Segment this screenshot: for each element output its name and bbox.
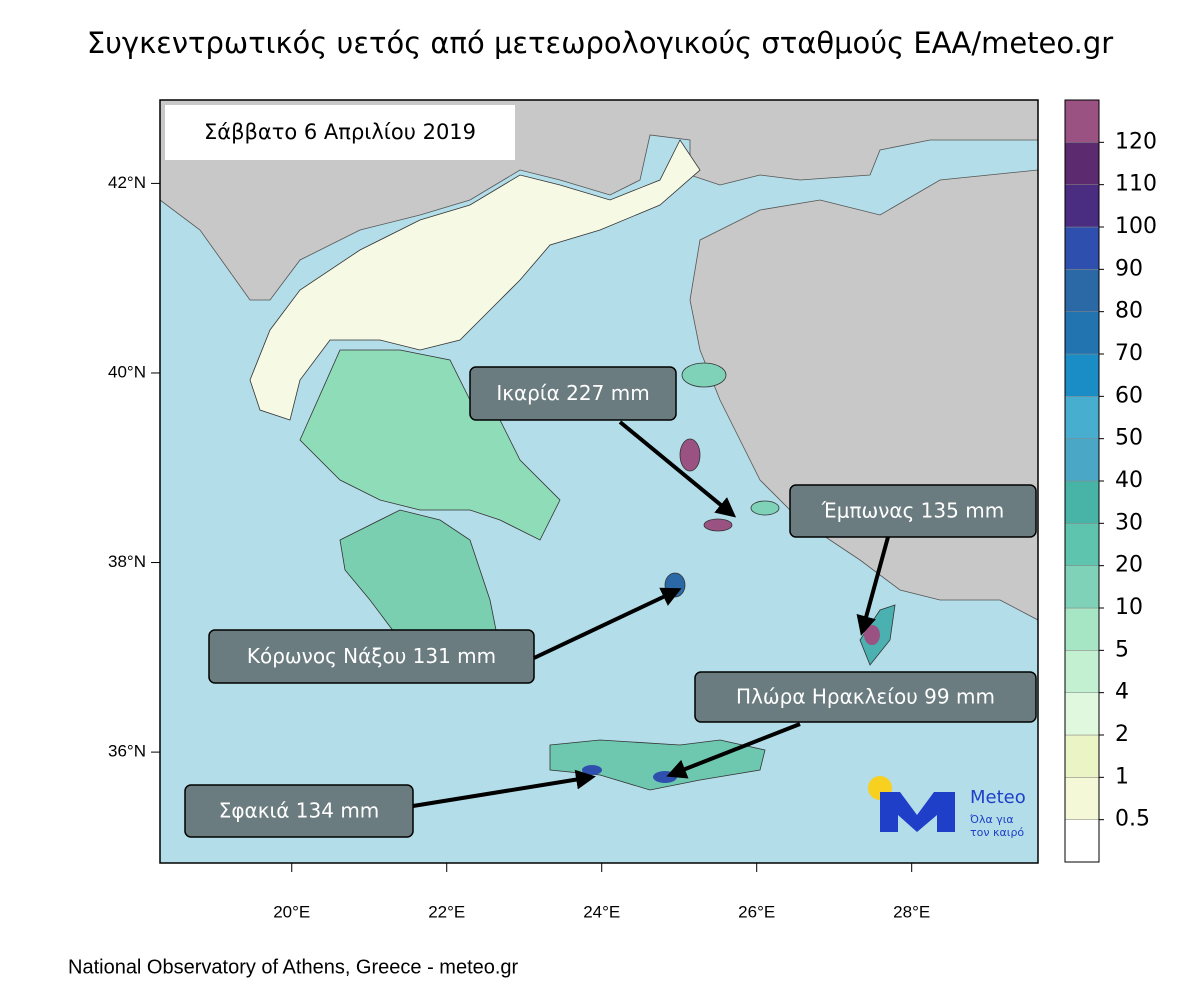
lon-tick-label: 26°E [738,902,775,921]
annotation-label: Πλώρα Ηρακλείου 99 mm [736,685,995,709]
colorbar-segment [1064,311,1100,355]
title: Συγκεντρωτικός υετός από μετεωρολογικούς… [87,26,1113,60]
lat-tick-label: 36°N [108,742,146,761]
rain-max [864,625,880,645]
colorbar-label: 0.5 [1115,807,1150,832]
annotation-arrow [856,536,890,636]
lat-tick-label: 42°N [108,173,146,192]
colorbar-segment [1064,777,1100,820]
colorbar-label: 80 [1115,299,1143,324]
colorbar-segment [1064,734,1100,778]
annotation-arrow [412,769,596,808]
annotation-box [469,366,677,421]
colorbar-segment [1064,353,1100,397]
footer: National Observatory of Athens, Greece -… [68,956,519,978]
colorbar-label: 4 [1115,680,1129,705]
colorbar-segment [1064,396,1100,439]
map: Σάββατο 6 Απριλίου 2019 Meteo Όλα για το… [160,100,1038,863]
logo-mark [880,792,955,832]
colorbar-segment [1064,142,1100,185]
northern-greece [249,139,701,421]
colorbar-label: 2 [1115,722,1129,747]
colorbar-segment [1064,99,1100,143]
date-label: Σάββατο 6 Απριλίου 2019 [204,120,476,144]
colorbar-segment [1064,184,1100,228]
colorbar-label: 30 [1115,510,1143,535]
annotation-box [789,484,1037,538]
central-greece [299,349,561,541]
colorbar-segment [1064,438,1100,482]
colorbar-label: 40 [1115,468,1143,493]
ikaria [703,518,733,532]
annotation-box [694,671,1037,723]
colorbar-segment [1064,819,1100,863]
lon-tick-label: 24°E [583,902,620,921]
annotation-label: Κόρωνος Νάξου 131 mm [247,644,496,668]
colorbar-label: 20 [1115,553,1143,578]
colorbar-segment [1064,607,1100,651]
colorbar-segment [1064,269,1100,312]
colorbar-label: 10 [1115,595,1143,620]
annotation-arrow [533,587,682,660]
colorbar-segment [1064,480,1100,524]
island [679,438,701,472]
lat-tick-label: 40°N [108,362,146,381]
logo-tagline: τον καιρό [970,826,1024,839]
island [750,500,780,516]
lon-tick-label: 20°E [273,902,310,921]
colorbar-segment [1064,226,1100,270]
logo-name: Meteo [970,787,1026,808]
colorbar-segment [1064,565,1100,609]
colorbar-segment [1064,692,1100,736]
island [681,362,727,388]
annotation-arrow [618,420,737,518]
colorbar-label: 1 [1115,764,1129,789]
colorbar-segment [1064,650,1100,693]
lon-tick-label: 28°E [893,902,930,921]
colorbar-label: 5 [1115,637,1129,662]
frame [159,99,1039,864]
colorbar-label: 120 [1115,129,1157,154]
lon-tick-label: 22°E [428,902,465,921]
lat-tick-label: 38°N [108,552,146,571]
colorbar-label: 50 [1115,426,1143,451]
annotation-label: Έμπωνας 135 mm [821,499,1004,523]
colorbar-label: 110 [1115,172,1157,197]
rain-spot [582,765,602,775]
logo-tagline: Όλα για [969,813,1014,826]
colorbar-label: 100 [1115,214,1157,239]
annotation-arrow [666,722,801,779]
colorbar-segment [1064,523,1100,566]
colorbar-label: 60 [1115,383,1143,408]
annotation-label: Ικαρία 227 mm [496,381,649,405]
date-box [165,105,515,160]
colorbar-label: 70 [1115,341,1143,366]
colorbar-label: 90 [1115,256,1143,281]
annotation-label: Σφακιά 134 mm [219,799,380,823]
annotation-box [184,784,414,838]
